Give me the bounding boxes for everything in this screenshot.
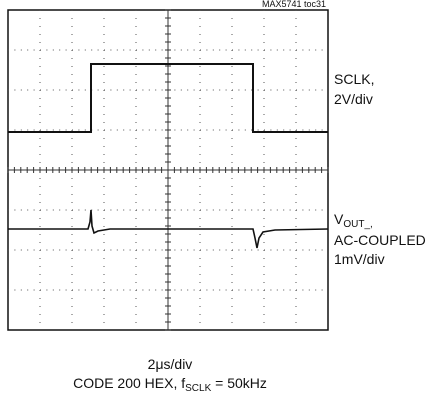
name-main: V bbox=[334, 211, 344, 227]
caption: CODE 200 HEX, fSCLK = 50kHz bbox=[73, 375, 267, 394]
trace-scale: 2V/div bbox=[334, 91, 373, 107]
trace-name: VOUT_, bbox=[334, 211, 373, 230]
trace-scale: 1mV/div bbox=[334, 251, 385, 267]
sclk-trace bbox=[8, 63, 328, 133]
vout-trace bbox=[8, 209, 329, 249]
name-sub: OUT_, bbox=[343, 219, 372, 230]
caption-sub: SCLK bbox=[185, 383, 211, 394]
caption-pre: CODE 200 HEX, f bbox=[73, 375, 185, 391]
time-scale: 2μs/div bbox=[148, 356, 193, 372]
graticule bbox=[7, 9, 329, 331]
caption-post: = 50kHz bbox=[211, 375, 267, 391]
trace-name: SCLK, bbox=[334, 71, 374, 87]
trace-coupling: AC-COUPLED bbox=[334, 232, 426, 248]
plot-label: MAX5741 toc31 bbox=[262, 0, 326, 9]
